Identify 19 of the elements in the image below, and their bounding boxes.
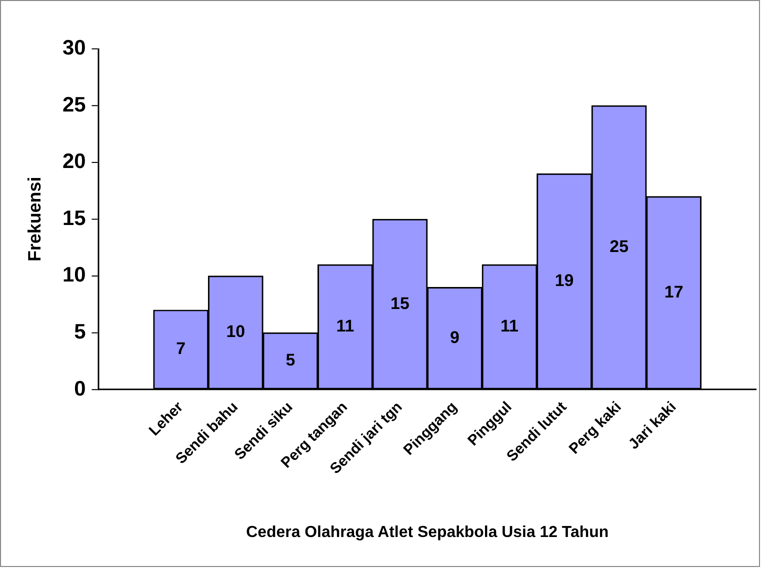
y-tick-label: 15: [62, 206, 86, 230]
y-tick-label: 5: [74, 320, 86, 344]
y-tick-label: 30: [62, 36, 86, 60]
y-axis-title: Frekuensi: [24, 176, 45, 262]
data-label: 11: [336, 316, 354, 336]
data-label: 15: [390, 294, 410, 313]
data-label: 19: [554, 271, 574, 290]
data-label: 11: [500, 316, 518, 336]
data-label: 5: [286, 350, 296, 370]
x-axis-title: Cedera Olahraga Atlet Sepakbola Usia 12 Tahun: [246, 524, 609, 541]
data-label: 10: [226, 322, 246, 342]
data-label: 17: [664, 282, 684, 302]
y-tick-label: 20: [62, 150, 86, 174]
y-tick-label: 10: [62, 264, 86, 287]
data-label: 7: [176, 339, 186, 358]
y-tick-label: 0: [74, 377, 86, 400]
data-label: 25: [610, 236, 628, 256]
y-tick-label: 25: [62, 93, 86, 116]
data-label: 9: [450, 328, 460, 347]
